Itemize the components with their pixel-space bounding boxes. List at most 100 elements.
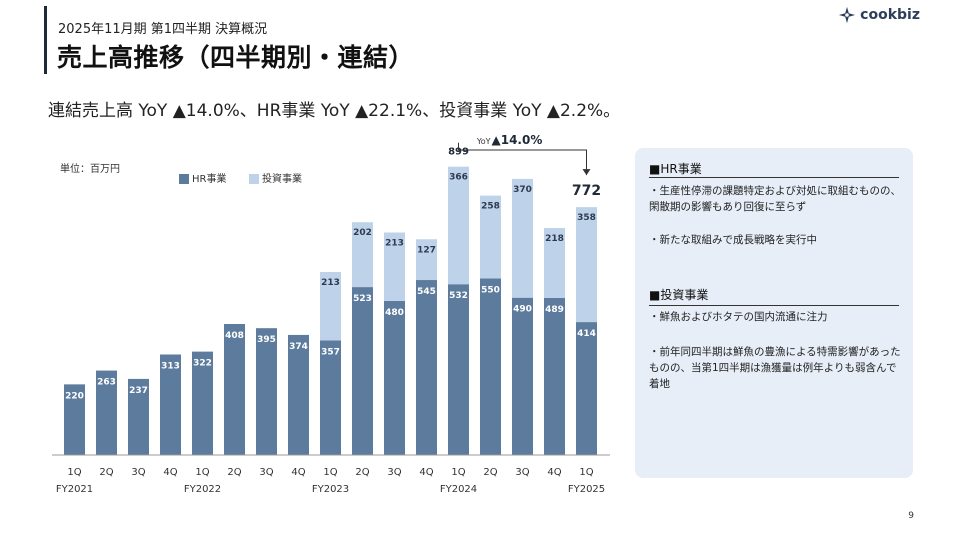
hr-bullet-2: ・新たな取組みで成長戦略を実行中 bbox=[649, 234, 817, 246]
commentary-panel: ■HR事業 ・生産性停滞の課題特定および対処に取組むものの、閑散期の影響もあり回… bbox=[635, 148, 913, 478]
bar-label-hr: 263 bbox=[97, 378, 116, 388]
bar-label-hr: 374 bbox=[289, 342, 308, 352]
bar-label-hr: 408 bbox=[225, 331, 244, 341]
legend-swatch-investment bbox=[249, 174, 259, 184]
x-tick-quarter: 1Q bbox=[67, 467, 81, 478]
bar-hr bbox=[512, 297, 533, 455]
bar-hr bbox=[320, 340, 341, 455]
x-tick-fiscal-year: FY2022 bbox=[184, 484, 221, 495]
bar-investment bbox=[480, 195, 501, 279]
bar-hr bbox=[480, 278, 501, 455]
bar-hr bbox=[128, 378, 149, 455]
slide-subtitle: 2025年11月期 第1四半期 決算概況 bbox=[58, 22, 268, 37]
x-tick-quarter: 1Q bbox=[579, 467, 593, 478]
x-tick-quarter: 2Q bbox=[483, 467, 497, 478]
bar-label-investment: 213 bbox=[321, 278, 340, 288]
bar-investment bbox=[576, 207, 597, 323]
bar-label-hr: 357 bbox=[321, 347, 340, 357]
bar-investment bbox=[416, 239, 437, 281]
slide-title: 売上高推移（四半期別・連結） bbox=[57, 43, 415, 72]
bar-label-hr: 545 bbox=[417, 287, 436, 297]
unit-label: 単位：百万円 bbox=[60, 162, 120, 175]
x-tick-quarter: 3Q bbox=[515, 467, 529, 478]
hr-bullet-1: ・生産性停滞の課題特定および対処に取組むものの、閑散期の影響もあり回復に至らず bbox=[649, 185, 901, 213]
hr-section-title: ■HR事業 bbox=[649, 162, 702, 176]
x-tick-quarter: 2Q bbox=[227, 467, 241, 478]
yoy-bracket bbox=[458, 142, 587, 176]
logo-star-icon bbox=[839, 6, 856, 24]
stacked-bar-chart: 単位：百万円 HR事業 投資事業 220 263 237 313 322 408 395 37… bbox=[52, 133, 610, 495]
investment-section-title: ■投資事業 bbox=[649, 288, 709, 302]
x-tick-quarter: 4Q bbox=[291, 467, 305, 478]
bar-hr bbox=[224, 324, 245, 455]
x-tick-quarter: 2Q bbox=[355, 467, 369, 478]
bar-hr bbox=[64, 384, 85, 455]
x-tick-quarter: 4Q bbox=[163, 467, 177, 478]
x-tick-quarter: 1Q bbox=[195, 467, 209, 478]
x-tick-quarter: 4Q bbox=[419, 467, 433, 478]
x-tick-quarter: 3Q bbox=[131, 467, 145, 478]
x-tick-quarter: 2Q bbox=[99, 467, 113, 478]
bar-hr bbox=[448, 284, 469, 455]
bar-hr bbox=[192, 351, 213, 455]
bar-label-investment: 370 bbox=[513, 185, 532, 195]
bar-investment bbox=[512, 178, 533, 298]
bar-hr bbox=[160, 354, 181, 455]
x-tick-quarter: 1Q bbox=[323, 467, 337, 478]
bar-hr bbox=[352, 287, 373, 455]
bar-label-hr: 395 bbox=[257, 335, 276, 345]
bar-investment bbox=[384, 232, 405, 301]
revenue-chart: 単位：百万円 HR事業 投資事業 220 263 237 313 322 408 395 37… bbox=[0, 120, 630, 500]
bar-investment bbox=[448, 166, 469, 285]
x-tick-fiscal-year: FY2023 bbox=[312, 484, 349, 495]
bar-label-hr: 532 bbox=[449, 291, 468, 301]
cookbiz-logo: cookbiz bbox=[838, 6, 920, 24]
bar-hr bbox=[256, 328, 277, 455]
bar-label-hr: 237 bbox=[129, 386, 148, 396]
bar-label-hr: 489 bbox=[545, 305, 564, 315]
bar-label-hr: 490 bbox=[513, 305, 532, 315]
yoy-prefix: YoY bbox=[476, 137, 491, 146]
x-tick-quarter: 3Q bbox=[387, 467, 401, 478]
bar-label-investment: 127 bbox=[417, 245, 436, 255]
logo-text: cookbiz bbox=[860, 7, 920, 23]
legend-label-hr: HR事業 bbox=[192, 172, 226, 185]
total-label: 772 bbox=[572, 183, 601, 199]
bar-hr bbox=[544, 298, 565, 455]
bar-hr bbox=[384, 300, 405, 455]
hr-section-rule bbox=[649, 177, 899, 178]
bar-hr bbox=[416, 280, 437, 455]
bar-label-investment: 218 bbox=[545, 234, 564, 244]
investment-bullet-1: ・鮮魚およびホタテの国内流通に注力 bbox=[649, 311, 828, 323]
bar-label-hr: 550 bbox=[481, 285, 500, 295]
bar-label-hr: 414 bbox=[577, 329, 596, 339]
bar-hr bbox=[288, 334, 309, 455]
x-tick-fiscal-year: FY2021 bbox=[56, 484, 93, 495]
lead-summary: 連結売上高 YoY ▲14.0%、HR事業 YoY ▲22.1%、投資事業 Yo… bbox=[48, 101, 621, 121]
bar-label-investment: 258 bbox=[481, 202, 500, 212]
total-label: 899 bbox=[448, 147, 469, 158]
x-tick-fiscal-year: FY2024 bbox=[440, 484, 477, 495]
header-accent-bar bbox=[44, 6, 47, 74]
legend-label-investment: 投資事業 bbox=[262, 172, 302, 185]
yoy-value: ▲14.0% bbox=[492, 133, 543, 147]
investment-bullet-2: ・前年同四半期は鮮魚の豊漁による特需影響があったものの、当第1四半期は漁獲量は例… bbox=[649, 346, 901, 390]
bar-hr bbox=[96, 370, 117, 455]
bar-hr bbox=[576, 322, 597, 455]
legend-swatch-hr bbox=[179, 174, 189, 184]
page-number: 9 bbox=[908, 511, 914, 521]
bar-label-hr: 480 bbox=[385, 308, 404, 318]
bar-label-hr: 220 bbox=[65, 391, 84, 401]
investment-section-rule bbox=[649, 305, 899, 306]
x-tick-quarter: 1Q bbox=[451, 467, 465, 478]
bar-investment bbox=[352, 222, 373, 288]
x-tick-quarter: 4Q bbox=[547, 467, 561, 478]
bar-investment bbox=[544, 228, 565, 299]
bar-label-investment: 202 bbox=[353, 228, 372, 238]
bar-label-investment: 213 bbox=[385, 239, 404, 249]
bar-label-hr: 322 bbox=[193, 359, 212, 369]
bar-label-investment: 358 bbox=[577, 213, 596, 223]
bar-label-hr: 523 bbox=[353, 294, 372, 304]
bar-label-investment: 366 bbox=[449, 173, 468, 183]
bar-label-hr: 313 bbox=[161, 362, 180, 372]
